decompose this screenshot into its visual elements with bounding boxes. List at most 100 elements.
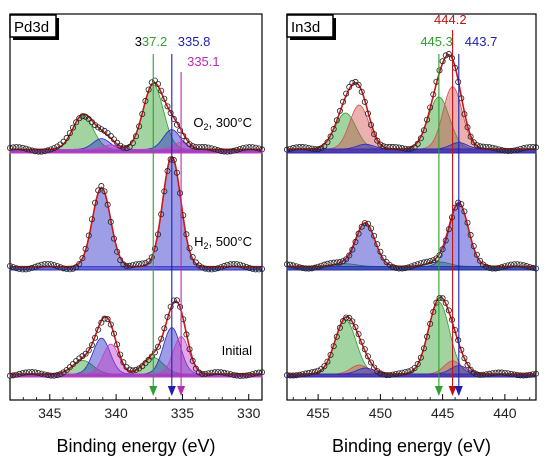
data-point <box>489 144 496 151</box>
data-point <box>167 109 174 116</box>
data-point <box>470 243 477 250</box>
data-point <box>60 369 67 376</box>
data-point <box>41 371 48 378</box>
data-point <box>327 351 334 358</box>
data-point <box>492 265 499 272</box>
condition-label: O2, 300°C <box>193 115 252 132</box>
data-point <box>10 372 17 379</box>
data-point <box>224 261 231 268</box>
data-point <box>252 266 259 273</box>
data-point <box>308 145 315 152</box>
data-point <box>308 369 315 376</box>
data-point <box>364 353 371 360</box>
data-point <box>520 372 527 379</box>
data-point <box>51 145 58 152</box>
data-point <box>142 97 149 104</box>
data-point <box>408 145 415 152</box>
data-point <box>57 141 64 148</box>
data-point <box>129 367 136 374</box>
data-point <box>414 140 421 147</box>
data-point <box>427 104 434 111</box>
data-point <box>336 324 343 331</box>
data-point <box>227 148 234 155</box>
data-point <box>467 133 474 140</box>
data-point <box>533 265 540 272</box>
data-point <box>167 303 174 310</box>
reference-label-prefix: 3 <box>135 34 142 49</box>
data-point <box>164 313 171 320</box>
data-point <box>221 148 228 155</box>
data-point <box>117 257 124 264</box>
data-point <box>199 370 206 377</box>
data-point <box>7 144 13 151</box>
data-point <box>63 266 70 273</box>
data-point <box>66 130 73 137</box>
data-point <box>340 318 347 325</box>
data-point <box>227 261 234 268</box>
data-point <box>448 316 455 323</box>
data-point <box>333 259 340 266</box>
data-point <box>389 371 396 378</box>
data-point <box>315 146 322 153</box>
data-point <box>189 357 196 364</box>
data-point <box>498 369 505 376</box>
data-point <box>436 295 443 302</box>
data-point <box>486 265 493 272</box>
data-point <box>287 145 294 152</box>
data-point <box>148 353 155 360</box>
condition-label: Initial <box>222 343 252 358</box>
data-point <box>192 259 199 266</box>
data-point <box>361 346 368 353</box>
panel-label-box <box>9 14 57 38</box>
data-point <box>19 144 26 151</box>
data-point <box>258 146 265 153</box>
data-point <box>455 78 462 85</box>
data-point <box>114 248 121 255</box>
data-point <box>424 333 431 340</box>
data-point <box>189 254 196 261</box>
data-point <box>321 261 328 268</box>
data-point <box>110 235 117 242</box>
data-point <box>120 144 127 151</box>
data-point <box>448 214 455 221</box>
data-point <box>158 335 165 342</box>
data-point <box>302 265 309 272</box>
data-point <box>312 368 319 375</box>
data-point <box>476 143 483 150</box>
data-point <box>514 146 521 153</box>
spectrum-3: Initial <box>7 297 265 379</box>
component-peak <box>286 203 537 271</box>
data-point <box>123 262 130 269</box>
data-point <box>189 143 196 150</box>
data-point <box>368 121 375 128</box>
condition-main: H <box>194 234 203 249</box>
data-point <box>445 226 452 233</box>
data-point <box>520 145 527 152</box>
data-point <box>136 365 143 372</box>
data-point <box>464 219 471 226</box>
reference-label-rest: 37.2 <box>142 34 167 49</box>
data-point <box>211 266 218 273</box>
data-point <box>299 371 306 378</box>
data-point <box>233 261 240 268</box>
data-point <box>38 261 45 268</box>
data-point <box>517 372 524 379</box>
data-point <box>464 361 471 368</box>
data-point <box>305 265 312 272</box>
data-point <box>411 262 418 269</box>
data-point <box>57 371 64 378</box>
data-point <box>126 262 133 269</box>
data-point <box>236 261 243 268</box>
data-point <box>16 266 23 273</box>
data-point <box>38 148 45 155</box>
data-point <box>132 133 139 140</box>
data-point <box>92 334 99 341</box>
data-point <box>208 266 215 273</box>
data-point <box>211 146 218 153</box>
data-point <box>290 145 297 152</box>
spectrum-1 <box>283 51 540 154</box>
data-point <box>374 368 381 375</box>
data-point <box>246 264 253 271</box>
spectrum-2: H2, 500°C <box>7 155 265 273</box>
fit-envelope <box>287 296 536 375</box>
